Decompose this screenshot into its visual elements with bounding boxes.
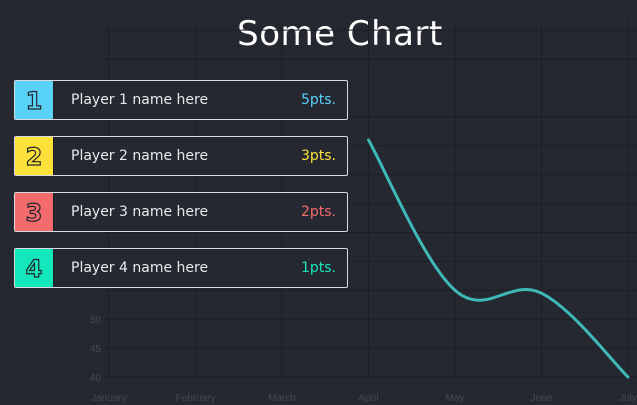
rank-number: 2 [26,143,43,171]
rank-number: 4 [26,255,43,283]
player-name: Player 1 name here [71,92,209,108]
x-tick-label: May [446,393,465,404]
x-tick-label: February [175,393,215,404]
player-points: 5pts. [300,92,336,108]
leaderboard-row: 4 Player 4 name here 1pts. [14,248,348,288]
leaderboard-row: 3 Player 3 name here 2pts. [14,192,348,232]
chart-grid [103,20,637,378]
leaderboard-row: 2 Player 2 name here 3pts. [14,136,348,176]
rank-badge: 3 [15,193,54,231]
rank-badge: 2 [15,137,54,175]
series-line [367,138,630,379]
rank-badge: 1 [15,81,54,119]
x-tick-label: July [619,393,637,404]
x-tick-label: January [91,393,127,404]
series-layer [367,138,630,379]
x-tick-label: March [268,393,296,404]
player-name: Player 3 name here [71,204,209,220]
player-name: Player 2 name here [71,148,209,164]
player-name: Player 4 name here [71,260,209,276]
x-tick-label: April [358,393,378,404]
x-axis: January February March April May June July [91,393,637,404]
rank-badge: 4 [15,249,54,287]
rank-number: 3 [26,199,43,227]
player-points: 3pts. [300,148,336,164]
y-tick-label: 50 [90,315,102,326]
leaderboard-row: 1 Player 1 name here 5pts. [14,80,348,120]
chart-title: Some Chart [237,14,443,54]
player-points: 2pts. [300,204,336,220]
x-tick-label: June [531,393,553,404]
rank-number: 1 [26,87,43,115]
y-axis: 40 45 50 [90,315,102,384]
y-tick-label: 45 [90,344,102,355]
y-tick-label: 40 [90,373,102,384]
player-points: 1pts. [300,260,336,276]
